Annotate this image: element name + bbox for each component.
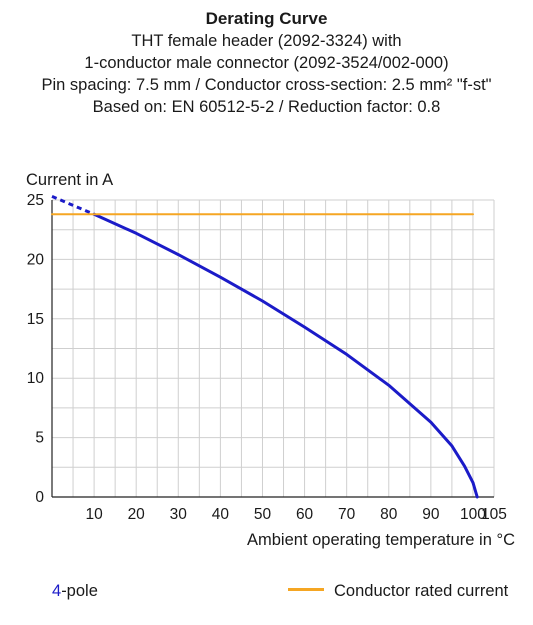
chart-subtitle-line-2: 1-conductor male connector (2092-3524/00… — [84, 54, 449, 72]
series-line-4-pole-dashed — [51, 195, 95, 216]
y-tick-label: 15 — [27, 311, 44, 328]
x-tick-label: 10 — [85, 506, 103, 523]
x-tick-label: 30 — [170, 506, 188, 523]
chart-subtitle-line-3: Pin spacing: 7.5 mm / Conductor cross-se… — [41, 76, 492, 94]
legend-rated-label: Conductor rated current — [334, 582, 509, 600]
x-tick-label: 80 — [380, 506, 398, 523]
legend-rated-swatch — [288, 588, 324, 592]
y-tick-label: 20 — [27, 251, 45, 268]
chart-title: Derating Curve — [205, 9, 328, 28]
y-tick-label: 10 — [27, 370, 45, 387]
legend-4-pole: 4-pole — [52, 582, 98, 601]
y-axis-label: Current in A — [26, 171, 114, 189]
chart-subtitle-line-1: THT female header (2092-3324) with — [131, 32, 402, 50]
legend-pole-number: 4 — [52, 582, 62, 600]
x-tick-label: 105 — [481, 506, 507, 523]
series-line-4-pole — [92, 212, 479, 499]
x-tick-label: 40 — [212, 506, 230, 523]
chart-subtitle-line-4: Based on: EN 60512-5-2 / Reduction facto… — [92, 98, 441, 116]
chart-title-block: Derating Curve THT female header (2092-3… — [0, 8, 533, 118]
y-tick-label: 0 — [35, 489, 44, 506]
x-tick-label: 100 — [460, 506, 486, 523]
x-tick-label: 60 — [296, 506, 314, 523]
x-tick-label: 90 — [422, 506, 440, 523]
x-axis-label: Ambient operating temperature in °C — [247, 531, 515, 549]
x-tick-label: 50 — [254, 506, 272, 523]
y-tick-label: 5 — [35, 430, 44, 447]
legend-pole-suffix: -pole — [61, 582, 98, 600]
x-tick-label: 20 — [128, 506, 146, 523]
y-tick-label: 25 — [27, 192, 44, 209]
legend-rated-current: Conductor rated current — [288, 582, 508, 601]
x-tick-label: 70 — [338, 506, 356, 523]
